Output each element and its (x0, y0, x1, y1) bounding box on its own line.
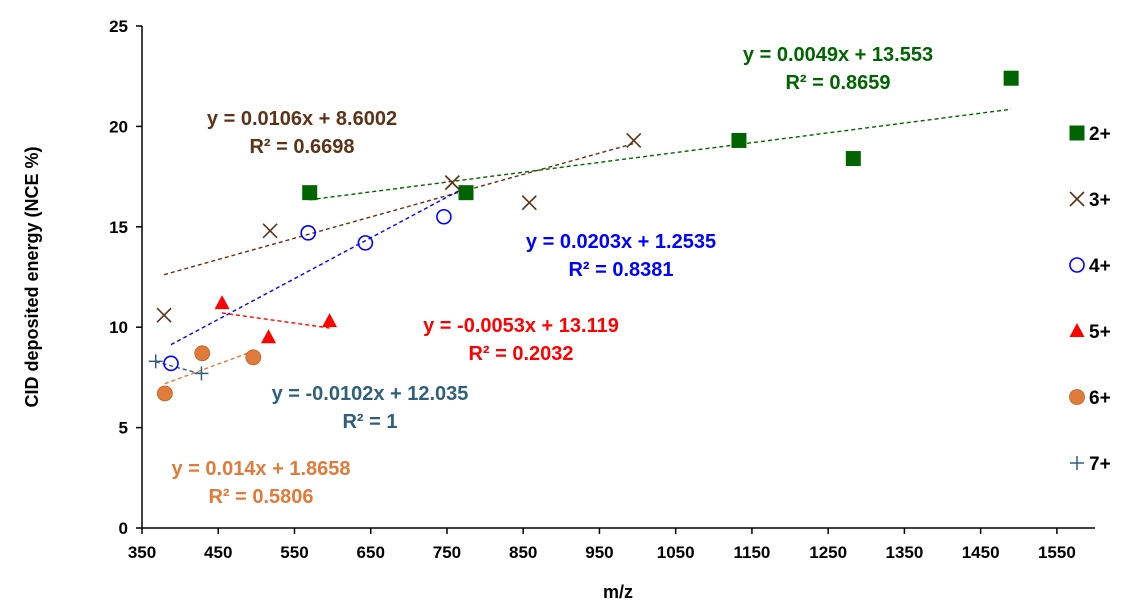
point-3plus (262, 223, 278, 239)
point-4plus (436, 208, 452, 225)
point-2plus (1003, 70, 1019, 86)
y-tick-label: 10 (109, 318, 128, 337)
equation-2plus: y = 0.0049x + 13.553 (743, 44, 933, 66)
r2-3plus: R² = 0.6698 (249, 136, 354, 158)
trendline-6plus (164, 350, 254, 385)
legend-label-5plus: 5+ (1089, 322, 1111, 343)
point-7plus (194, 366, 209, 381)
y-tick-label: 15 (109, 218, 128, 237)
equation-3plus: y = 0.0106x + 8.6002 (207, 108, 397, 130)
trendline-equations: y = 0.0049x + 13.553 R² = 0.8659 y = 0.0… (171, 44, 933, 508)
point-2plus (845, 151, 861, 167)
trendline-3plus (163, 142, 634, 276)
equation-7plus: y = -0.0102x + 12.035 (272, 383, 469, 405)
y-tick-label: 5 (119, 419, 128, 438)
y-tick-label: 20 (109, 117, 128, 136)
x-tick-label: 1550 (1038, 543, 1076, 562)
r2-6plus: R² = 0.5806 (208, 486, 313, 508)
equation-5plus: y = -0.0053x + 13.119 (423, 315, 619, 337)
point-5plus (322, 313, 338, 328)
x-tick-label: 750 (433, 543, 461, 562)
x-tick-label: 350 (128, 543, 156, 562)
legend-marker-4plus (1069, 257, 1085, 273)
x-tick-label: 1350 (885, 543, 923, 562)
y-tick-label: 0 (119, 519, 128, 538)
legend-label-3plus: 3+ (1089, 190, 1111, 211)
trendline-4plus (170, 189, 460, 346)
point-3plus (444, 175, 460, 191)
y-tick-label: 25 (109, 17, 128, 36)
legend-label-2plus: 2+ (1089, 124, 1111, 145)
point-2plus (302, 185, 318, 201)
r2-2plus: R² = 0.8659 (785, 72, 890, 94)
point-3plus (521, 195, 537, 211)
r2-7plus: R² = 1 (342, 411, 397, 433)
point-6plus (194, 345, 211, 362)
legend-label-4plus: 4+ (1089, 256, 1111, 277)
trendline-2plus (309, 108, 1012, 201)
legend-marker-6plus (1069, 389, 1085, 405)
equation-6plus: y = 0.014x + 1.8658 (171, 458, 350, 480)
trendline-5plus (221, 312, 330, 329)
x-tick-label: 1250 (809, 543, 847, 562)
data-points (148, 70, 1019, 402)
equation-4plus: y = 0.0203x + 1.2535 (526, 231, 716, 253)
legend-marker-3plus (1069, 191, 1085, 207)
y-ticks: 0 5 10 15 20 25 (109, 17, 142, 538)
point-6plus (156, 385, 173, 402)
x-tick-label: 450 (204, 543, 232, 562)
r2-4plus: R² = 0.8381 (568, 259, 673, 281)
x-tick-label: 850 (509, 543, 537, 562)
point-3plus (626, 132, 642, 149)
point-3plus (156, 307, 172, 323)
point-4plus (163, 355, 179, 372)
point-4plus (300, 225, 317, 241)
point-5plus (214, 295, 230, 310)
x-tick-label: 550 (280, 543, 308, 562)
r2-5plus: R² = 0.2032 (468, 343, 573, 365)
x-tick-label: 650 (357, 543, 385, 562)
x-tick-label: 1150 (733, 543, 770, 562)
legend-marker-7plus (1070, 456, 1084, 470)
point-2plus (731, 132, 747, 148)
x-axis-title: m/z (603, 582, 633, 602)
point-6plus (245, 349, 262, 366)
y-axis-title: CID deposited energy (NCE %) (22, 146, 42, 407)
legend-label-7plus: 7+ (1089, 454, 1111, 475)
legend-marker-2plus (1069, 125, 1085, 141)
legend: 2+ 3+ 4+ 5+ 6+ 7+ (1069, 124, 1111, 475)
legend-label-6plus: 6+ (1089, 388, 1111, 409)
x-tick-label: 950 (585, 543, 613, 562)
point-4plus (357, 235, 374, 251)
axes (141, 26, 1095, 529)
x-tick-label: 1050 (657, 543, 695, 562)
point-5plus (261, 329, 277, 344)
point-7plus (148, 354, 163, 369)
legend-marker-5plus (1069, 323, 1085, 337)
point-2plus (458, 185, 474, 201)
x-ticks: 350 450 550 650 750 850 950 1050 1150 1250 1350 145… (128, 528, 1076, 562)
x-tick-label: 1450 (962, 543, 1000, 562)
